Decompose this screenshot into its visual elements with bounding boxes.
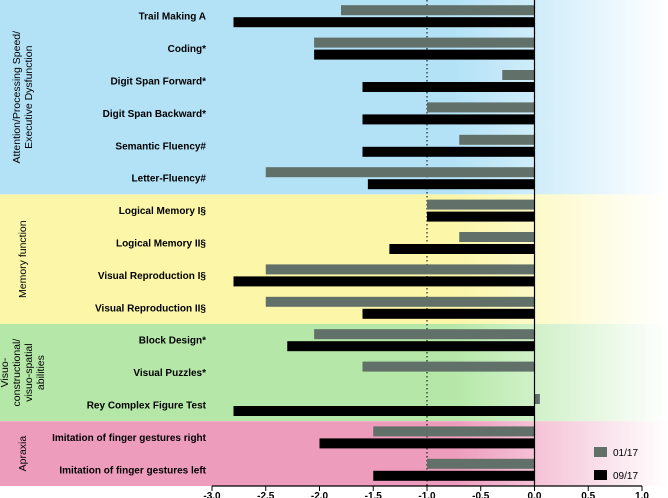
x-tick-label: -2.0 bbox=[311, 491, 329, 498]
bar-series1 bbox=[265, 264, 535, 275]
group-band bbox=[0, 421, 668, 486]
bar-series1 bbox=[534, 394, 540, 404]
bar-series2 bbox=[362, 146, 535, 157]
bar-series2 bbox=[362, 82, 535, 92]
bar-series2 bbox=[362, 308, 535, 319]
bar-series1 bbox=[459, 134, 535, 145]
x-tick-label: -1.0 bbox=[418, 491, 436, 498]
x-tick-label: 1.0 bbox=[635, 491, 649, 498]
bar-series1 bbox=[427, 458, 535, 469]
bar-series1 bbox=[373, 426, 535, 437]
category-label: Letter-Fluency# bbox=[132, 174, 207, 185]
legend-label: 01/17 bbox=[613, 448, 638, 459]
category-label: Visual Puzzles* bbox=[133, 368, 206, 379]
bar-series2 bbox=[233, 406, 535, 416]
category-label: Visual Reproduction II§ bbox=[95, 303, 206, 314]
category-label: Logical Memory I§ bbox=[119, 206, 207, 217]
category-label: Imitation of finger gestures left bbox=[59, 465, 206, 476]
legend-swatch bbox=[594, 470, 607, 480]
bar-series1 bbox=[502, 70, 535, 80]
x-tick-label: -2.5 bbox=[257, 491, 275, 498]
category-label: Digit Span Backward* bbox=[103, 109, 206, 120]
bar-series1 bbox=[362, 361, 535, 372]
bar-series1 bbox=[265, 296, 535, 307]
group-label: Memory function bbox=[17, 220, 29, 298]
category-label: Logical Memory II§ bbox=[116, 239, 206, 250]
group-band bbox=[0, 324, 668, 422]
bar-series2 bbox=[233, 17, 535, 28]
group-label: Visuo-constructional/visuo-spatialabilit… bbox=[0, 339, 47, 407]
bar-series2 bbox=[427, 211, 535, 222]
category-label: Coding* bbox=[168, 44, 206, 55]
bar-series1 bbox=[314, 329, 535, 340]
bar-series2 bbox=[389, 244, 535, 254]
bar-series2 bbox=[233, 276, 535, 287]
bar-series1 bbox=[427, 102, 535, 113]
bar-series2 bbox=[373, 470, 535, 481]
group-label: Attention/Processing Speed/Executive Dys… bbox=[11, 31, 35, 164]
bar-series2 bbox=[319, 438, 535, 449]
category-label: Visual Reproduction I§ bbox=[98, 271, 207, 282]
bar-series2 bbox=[314, 49, 535, 60]
bar-series1 bbox=[427, 199, 535, 210]
bar-series1 bbox=[341, 5, 535, 16]
x-tick-label: -0.5 bbox=[472, 491, 490, 498]
category-label: Imitation of finger gestures right bbox=[52, 433, 207, 444]
group-label: Apraxia bbox=[17, 436, 29, 472]
x-tick-label: -3.0 bbox=[203, 491, 221, 498]
category-label: Trail Making A bbox=[139, 12, 206, 23]
category-label: Rey Complex Figure Test bbox=[87, 401, 207, 412]
category-label: Block Design* bbox=[139, 336, 206, 347]
bar-series1 bbox=[265, 167, 535, 178]
legend-swatch bbox=[594, 447, 607, 457]
x-tick-label: -1.5 bbox=[365, 491, 383, 498]
bar-series2 bbox=[362, 114, 535, 125]
x-tick-label: 0.5 bbox=[581, 491, 595, 498]
legend-label: 09/17 bbox=[613, 471, 638, 482]
category-label: Semantic Fluency# bbox=[115, 141, 206, 152]
bar-series1 bbox=[459, 232, 535, 242]
category-label: Digit Span Forward* bbox=[110, 77, 206, 88]
group-band bbox=[0, 0, 668, 195]
bar-series2 bbox=[367, 179, 535, 190]
bar-series1 bbox=[314, 37, 535, 48]
x-tick-label: 0.0 bbox=[528, 491, 542, 498]
bar-series2 bbox=[287, 341, 535, 352]
